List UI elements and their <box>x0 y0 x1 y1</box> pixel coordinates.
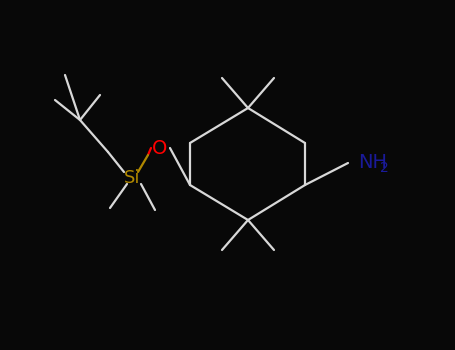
Text: Si: Si <box>124 169 140 187</box>
Text: NH: NH <box>358 154 387 173</box>
Text: 2: 2 <box>380 161 389 175</box>
Text: O: O <box>152 139 168 158</box>
